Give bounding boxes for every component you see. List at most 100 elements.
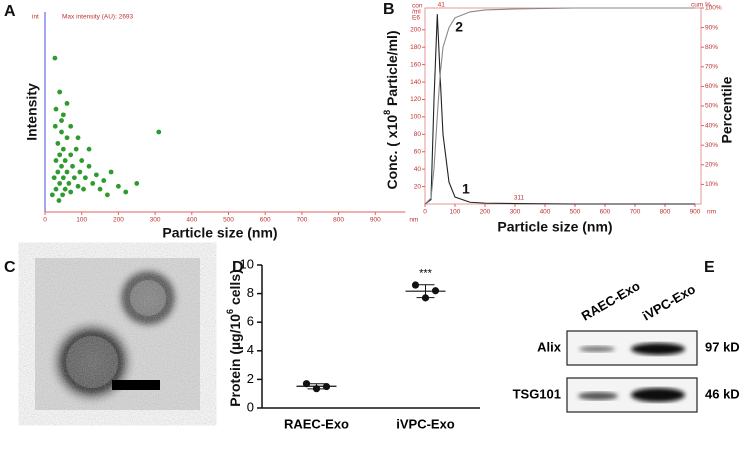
y-tick-label: 140 [410,79,421,86]
point [64,135,70,141]
point [75,183,81,189]
x-tick-label: 400 [540,209,551,216]
y-tick-label: 4 [247,342,254,357]
point [116,183,121,189]
x-tick-label: 0 [43,217,47,224]
plot-frame [424,7,702,205]
significance: *** [419,268,433,280]
point [86,146,92,152]
axis-title-part: Particle/ml) [384,30,400,109]
point [82,175,88,181]
point [302,380,311,388]
axis-title: Conc. ( x108 Particle/ml) [382,30,399,189]
point [73,146,79,152]
point [62,186,68,192]
point [77,169,83,175]
y-tick-label: 20 [414,183,422,190]
y2-tick-label: 50% [705,103,718,110]
point [55,169,61,175]
lane-label: RAEC-Exo [579,278,643,324]
point [59,118,64,123]
point [57,89,63,95]
y2-tick-label: 90% [705,24,718,31]
axis-title-part: Conc. ( x10 [384,115,400,190]
y-unit: /ml [412,9,421,16]
point [123,189,129,195]
point [68,123,74,129]
x-tick-label: 200 [480,209,491,216]
y2-tick-label: 10% [705,181,718,188]
point [70,163,75,169]
y-axis-title: Intensity [24,83,40,141]
scale-bar [112,380,160,390]
point [421,294,430,302]
peak-label: 41 [438,2,446,9]
point [97,186,103,192]
point [90,181,96,186]
x-tick-label: 400 [186,217,197,224]
x-tick-label: 800 [660,209,671,216]
x-tick-label: 0 [423,209,427,216]
x-tick-label: 500 [570,209,581,216]
y2-tick-label: 80% [705,44,718,51]
x-axis-title: Particle size (nm) [162,225,277,241]
y2-tick-label: 70% [705,64,718,71]
point [60,192,66,198]
tem-image [35,258,200,410]
point [66,181,72,186]
size-label: 46 kDa [705,386,740,401]
point [93,172,99,178]
x-tick-label: 100 [450,209,461,216]
point [57,152,63,158]
x-tick-label: 100 [76,217,87,224]
series-label: 1 [462,181,470,197]
y-tick-label: 100 [410,114,421,121]
panel-letter: A [4,3,16,20]
protein-label: Alix [537,339,562,354]
point [53,186,59,192]
point [55,141,61,146]
point [411,281,420,289]
x-tick-label: 300 [510,209,521,216]
y-tick-label: 0 [247,399,254,414]
point [79,158,85,163]
x-tick-label: 700 [296,217,307,224]
y-tick-label: 80 [414,131,422,138]
axis-title-part: 6 [225,309,235,314]
x-tick-label: 600 [260,217,271,224]
point [64,101,70,106]
y-tick-label: 40 [414,166,422,173]
y-unit: E6 [412,15,420,22]
point [156,129,162,135]
point [53,106,59,112]
point [431,287,440,295]
point [71,175,77,181]
panel-letter: B [383,1,395,18]
axis-title-part: cells) [227,269,243,309]
x-tick-label: 300 [150,217,161,224]
point [57,181,63,186]
point [68,152,74,158]
x-tick-label: 200 [113,217,124,224]
y2-axis-title: Percentile [719,76,735,143]
x-tick-label: iVPC-Exo [396,416,455,431]
panel-letter: D [232,259,244,276]
point [52,123,58,129]
point [60,175,66,181]
y2-tick-label: 20% [705,162,718,169]
y-unit: int [32,14,39,21]
y2-unit: cum % [691,2,711,9]
series-line [424,7,695,205]
y2-tick-label: 40% [705,122,718,129]
protein-label: TSG101 [513,386,561,401]
y2-tick-label: 60% [705,83,718,90]
y2-tick-label: 100% [705,5,722,12]
y-tick-label: 8 [247,285,254,300]
x-tick-label: 700 [630,209,641,216]
x-unit: nm [707,209,716,216]
western-blot [566,330,698,413]
point [101,178,107,183]
y-unit: con [412,3,423,10]
point [53,158,59,163]
size-label: 97 kDa [705,339,740,354]
